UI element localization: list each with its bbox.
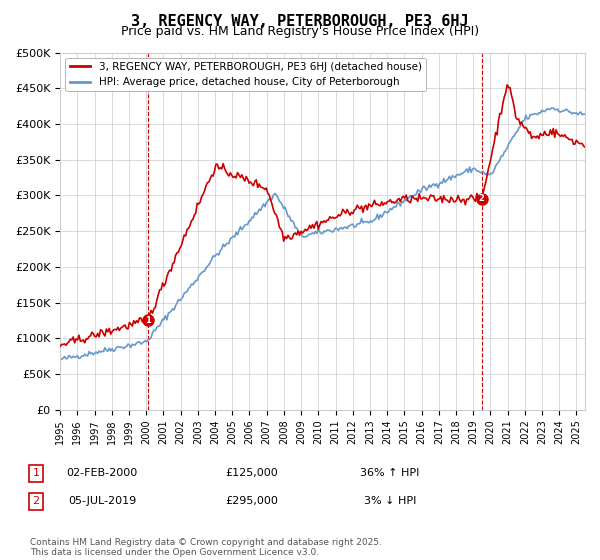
- Text: 02-FEB-2000: 02-FEB-2000: [67, 468, 137, 478]
- Text: 05-JUL-2019: 05-JUL-2019: [68, 496, 136, 506]
- Text: Contains HM Land Registry data © Crown copyright and database right 2025.
This d: Contains HM Land Registry data © Crown c…: [30, 538, 382, 557]
- Text: 3, REGENCY WAY, PETERBOROUGH, PE3 6HJ: 3, REGENCY WAY, PETERBOROUGH, PE3 6HJ: [131, 14, 469, 29]
- Text: 1: 1: [145, 316, 151, 325]
- Text: Price paid vs. HM Land Registry's House Price Index (HPI): Price paid vs. HM Land Registry's House …: [121, 25, 479, 38]
- Legend: 3, REGENCY WAY, PETERBOROUGH, PE3 6HJ (detached house), HPI: Average price, deta: 3, REGENCY WAY, PETERBOROUGH, PE3 6HJ (d…: [65, 58, 426, 91]
- Text: 2: 2: [479, 194, 485, 203]
- Text: 36% ↑ HPI: 36% ↑ HPI: [361, 468, 419, 478]
- Text: £125,000: £125,000: [226, 468, 278, 478]
- Text: 3% ↓ HPI: 3% ↓ HPI: [364, 496, 416, 506]
- Text: 1: 1: [32, 468, 40, 478]
- Text: £295,000: £295,000: [226, 496, 278, 506]
- Text: 2: 2: [32, 496, 40, 506]
